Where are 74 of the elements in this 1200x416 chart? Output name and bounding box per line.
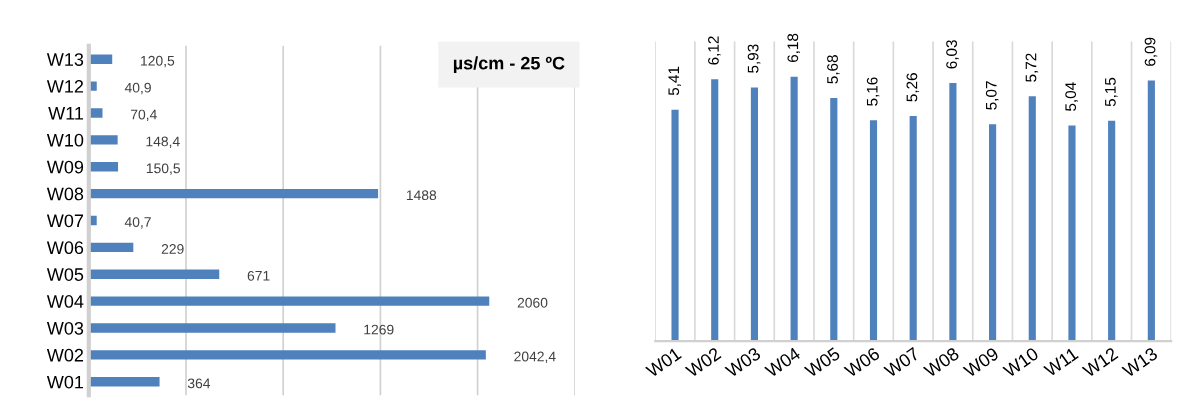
data-label: 364 <box>187 378 211 389</box>
data-label: 5,68 <box>827 55 840 84</box>
data-label: 6,09 <box>1144 37 1158 66</box>
x-tick-label: W10 <box>1002 346 1040 379</box>
data-label: 150,5 <box>146 163 181 175</box>
y-tick-label: W04 <box>46 295 84 308</box>
bar <box>711 79 719 342</box>
x-tick-label: W04 <box>764 346 802 379</box>
data-label: 1269 <box>364 324 394 335</box>
data-label: 40,9 <box>124 82 151 95</box>
data-label: 5,72 <box>1025 53 1039 82</box>
bar <box>88 350 486 360</box>
bar <box>1028 96 1036 342</box>
bar <box>869 120 878 342</box>
data-label: 5,16 <box>866 77 880 106</box>
x-tick-label: W03 <box>724 346 762 379</box>
bar <box>88 269 220 279</box>
y-tick-label: W03 <box>46 321 84 335</box>
text: µs/cm - 25 ºC <box>453 56 565 74</box>
data-label: 40,7 <box>124 217 151 229</box>
data-label: 1488 <box>406 190 437 201</box>
x-tick-label: W02 <box>684 346 722 379</box>
data-label: 5,26 <box>906 73 920 102</box>
y-tick-label: W01 <box>46 375 84 389</box>
y-tick-label: W13 <box>46 53 84 66</box>
bar <box>949 83 957 342</box>
bar <box>88 377 160 387</box>
data-label: 120,5 <box>141 55 175 68</box>
x-tick-label: W06 <box>843 346 881 379</box>
data-label: 229 <box>161 244 184 254</box>
data-label: 148,4 <box>146 136 180 148</box>
x-tick-label: W13 <box>1121 346 1159 379</box>
y-tick-label: W10 <box>46 133 84 147</box>
data-label: 2042,4 <box>514 351 556 364</box>
x-tick-label: W09 <box>962 346 1000 379</box>
bar <box>88 242 134 253</box>
x-tick-label: W07 <box>883 346 921 379</box>
y-tick-label: W06 <box>46 241 84 255</box>
data-label: 5,07 <box>985 81 999 110</box>
data-label: 5,15 <box>1105 77 1118 107</box>
bar <box>88 188 379 199</box>
bar <box>88 323 336 333</box>
bar <box>830 98 838 342</box>
data-label: 5,41 <box>668 66 681 96</box>
y-tick-label: W05 <box>46 268 84 281</box>
bar <box>750 87 758 342</box>
bar <box>88 296 490 306</box>
bar <box>989 124 997 342</box>
y-tick-label: W08 <box>46 187 84 201</box>
y-tick-label: W07 <box>46 214 84 228</box>
data-label: 6,18 <box>787 33 801 63</box>
y-tick-label: W11 <box>48 107 84 120</box>
data-label: 5,04 <box>1065 82 1078 111</box>
data-label: 6,03 <box>946 40 959 69</box>
bar <box>88 135 118 145</box>
data-label: 6,12 <box>708 36 721 65</box>
bar <box>671 109 679 342</box>
bar <box>790 76 798 342</box>
bar <box>1147 80 1155 342</box>
data-label: 2060 <box>517 297 548 308</box>
y-tick-label: W12 <box>46 80 84 93</box>
data-label: 671 <box>247 270 270 281</box>
bar <box>88 54 113 64</box>
x-tick-label: W01 <box>644 346 682 379</box>
x-tick-label: W12 <box>1081 346 1119 378</box>
bar <box>1068 125 1076 342</box>
bar <box>1108 120 1116 342</box>
x-tick-label: W05 <box>803 346 841 379</box>
x-tick-label: W08 <box>922 346 960 379</box>
x-tick-label: W11 <box>1043 347 1079 378</box>
data-label: 5,93 <box>747 44 761 73</box>
bar <box>909 116 917 342</box>
data-label: 70,4 <box>130 109 157 122</box>
y-tick-label: W09 <box>46 160 84 174</box>
